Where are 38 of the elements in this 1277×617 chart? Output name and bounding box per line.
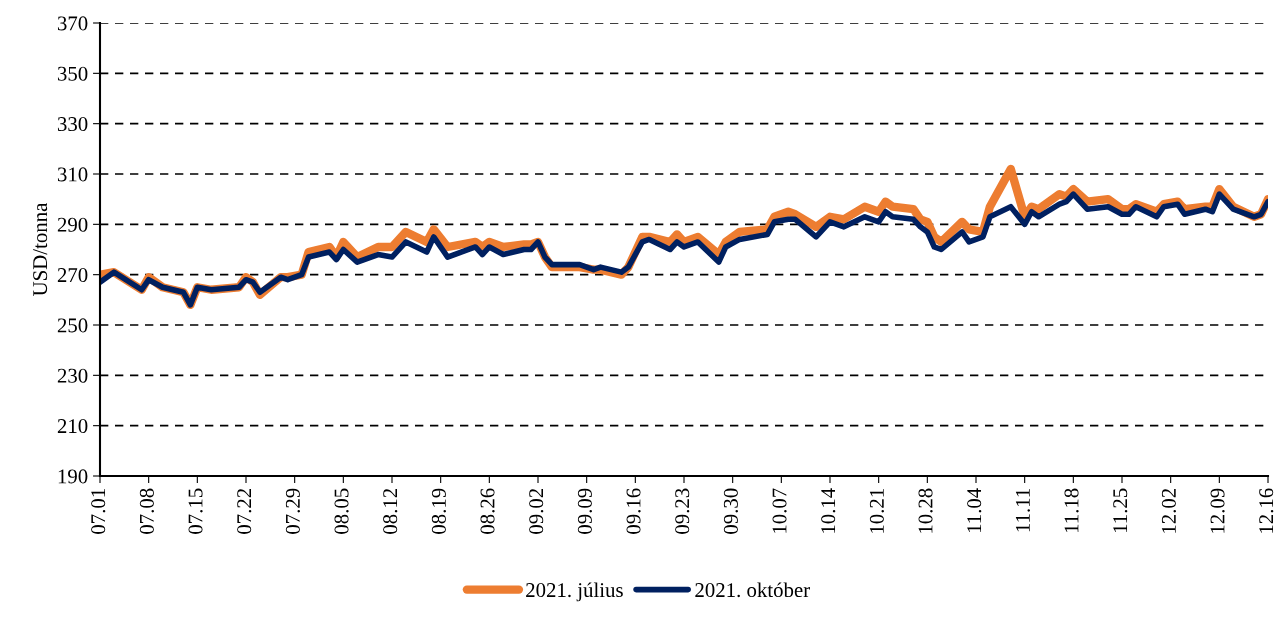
x-tick-label: 09.16 bbox=[626, 488, 641, 534]
x-tick-label: 08.12 bbox=[383, 488, 398, 534]
y-tick-label: 290 bbox=[57, 217, 88, 232]
y-tick-label: 330 bbox=[57, 117, 88, 132]
x-tick-label: 07.15 bbox=[188, 488, 203, 534]
x-tick-label: 09.30 bbox=[723, 488, 738, 534]
y-tick-label: 270 bbox=[57, 268, 88, 283]
x-tick-label: 08.26 bbox=[480, 488, 495, 534]
x-tick-label: 08.19 bbox=[431, 488, 446, 534]
x-tick-label: 09.23 bbox=[675, 488, 690, 534]
legend-label: 2021. július bbox=[526, 582, 623, 602]
x-tick-label: 10.28 bbox=[918, 488, 933, 533]
x-tick-label: 12.09 bbox=[1210, 488, 1225, 533]
x-tick-label: 10.07 bbox=[772, 488, 787, 533]
x-tick-label: 07.01 bbox=[91, 489, 106, 534]
y-tick-label: 250 bbox=[57, 318, 88, 333]
x-tick-label: 09.09 bbox=[577, 488, 592, 534]
x-tick-label: 10.21 bbox=[869, 489, 884, 533]
y-tick-label: 190 bbox=[58, 469, 88, 484]
x-tick-label: 12.16 bbox=[1259, 488, 1274, 533]
x-tick-label: 12.02 bbox=[1161, 488, 1176, 533]
x-tick-label: 11.25 bbox=[1113, 488, 1128, 533]
x-tick-label: 11.18 bbox=[1064, 488, 1079, 533]
x-tick-label: 07.22 bbox=[237, 488, 252, 534]
y-tick-label: 310 bbox=[57, 167, 88, 182]
y-tick-label: 350 bbox=[57, 66, 88, 81]
x-tick-label: 07.08 bbox=[139, 488, 154, 534]
y-tick-label: 210 bbox=[57, 419, 88, 434]
y-tick-label: 230 bbox=[57, 368, 88, 383]
x-tick-label: 09.02 bbox=[529, 488, 544, 534]
x-tick-label: 10.14 bbox=[821, 488, 836, 533]
x-tick-label: 11.04 bbox=[967, 488, 982, 533]
y-tick-label: 370 bbox=[57, 16, 88, 31]
x-tick-label: 07.29 bbox=[285, 488, 300, 534]
x-tick-label: 08.05 bbox=[334, 488, 349, 534]
x-tick-label: 11.11 bbox=[1015, 489, 1030, 532]
y-axis-title: USD/tonna bbox=[33, 202, 48, 296]
legend-label: 2021. október bbox=[695, 582, 810, 598]
